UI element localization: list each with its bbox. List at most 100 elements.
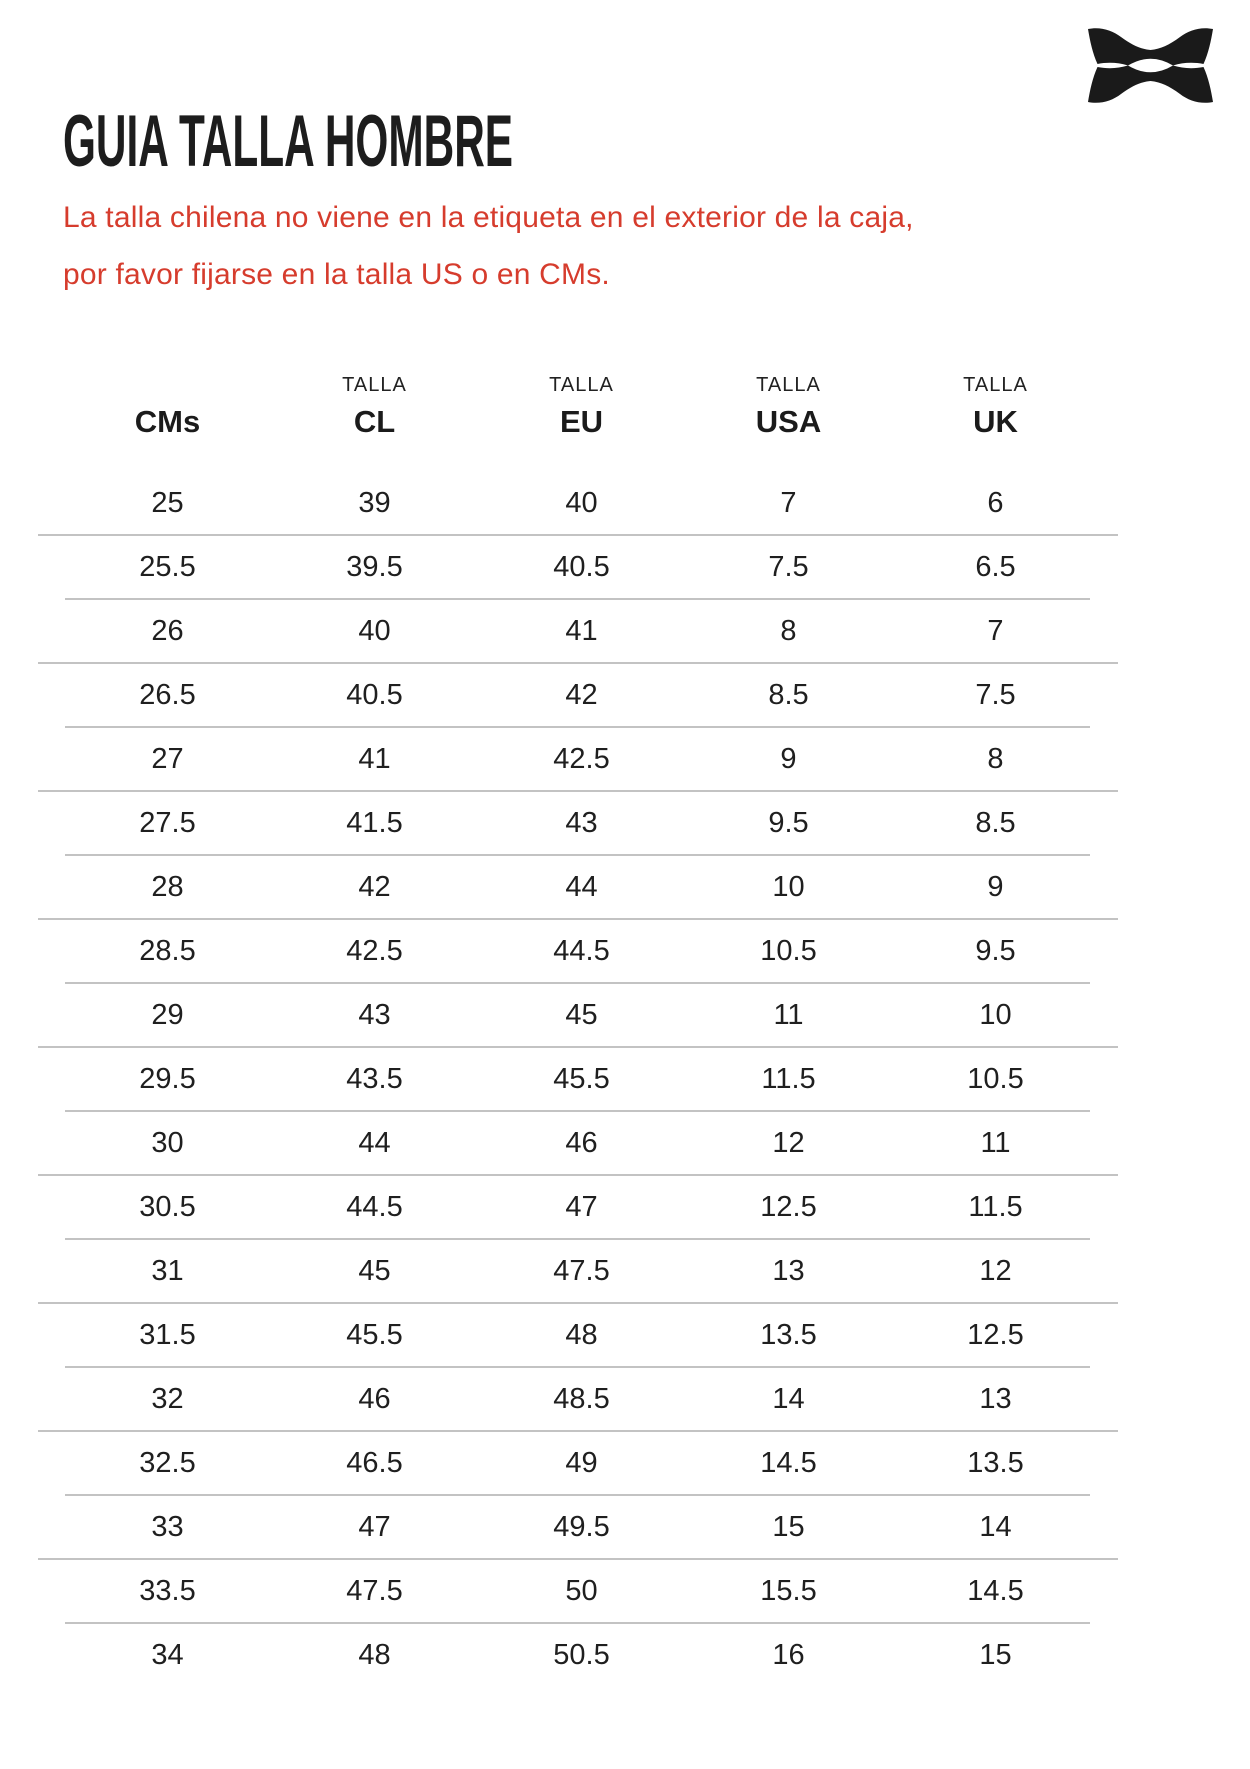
- header-talla-cl: TALLA: [342, 374, 407, 396]
- table-cell: 28.5: [139, 934, 196, 967]
- table-row: 29 43 45 11 10: [0, 984, 1250, 1046]
- header-talla-eu: TALLA: [549, 374, 614, 396]
- table-divider: [65, 1366, 1090, 1368]
- table-row: 28 42 44 10 9: [0, 856, 1250, 918]
- table-cell: 47: [565, 1190, 598, 1223]
- table-cell: 43: [358, 998, 391, 1031]
- table-cell: 50: [565, 1574, 598, 1607]
- header-usa: USA: [755, 404, 822, 439]
- table-cell: 11: [773, 998, 804, 1031]
- table-cell: 8: [780, 614, 797, 647]
- table-cell: 8.5: [768, 678, 809, 711]
- table-divider: [38, 1430, 1118, 1432]
- table-cell: 11: [980, 1126, 1011, 1159]
- table-cell: 13: [772, 1254, 805, 1287]
- table-row: 33.5 47.5 50 15.5 14.5: [0, 1560, 1250, 1622]
- table-header-main-row: CMs CL EU USA UK: [0, 404, 1250, 440]
- table-cell: 31.5: [139, 1318, 196, 1351]
- table-cell: 12.5: [760, 1190, 817, 1223]
- table-cell: 31: [151, 1254, 184, 1287]
- table-divider: [38, 1302, 1118, 1304]
- table-cell: 7: [780, 486, 797, 519]
- table-cell: 30.5: [139, 1190, 196, 1223]
- table-cell: 25: [151, 486, 184, 519]
- table-row: 26.5 40.5 42 8.5 7.5: [0, 664, 1250, 726]
- table-cell: 44.5: [553, 934, 610, 967]
- table-body: 25 39 40 7 6 25.5 39.5 40.5 7.5 6.5 26 40 41 8 7 26.5 40…: [0, 472, 1250, 1686]
- table-cell: 48: [565, 1318, 598, 1351]
- header-spacer: [64, 374, 271, 397]
- table-cell: 27.5: [139, 806, 196, 839]
- table-cell: 42.5: [346, 934, 403, 967]
- table-row: 34 48 50.5 16 15: [0, 1624, 1250, 1686]
- table-cell: 41: [358, 742, 391, 775]
- under-armour-logo: [1088, 28, 1213, 103]
- table-cell: 44.5: [346, 1190, 403, 1223]
- table-cell: 7: [987, 614, 1004, 647]
- table-cell: 29: [151, 998, 184, 1031]
- table-cell: 50.5: [553, 1638, 610, 1671]
- page-title: GUIA TALLA HOMBRE: [63, 101, 514, 182]
- table-cell: 40: [565, 486, 598, 519]
- table-divider: [38, 1558, 1118, 1560]
- table-cell: 14.5: [967, 1574, 1024, 1607]
- table-cell: 25.5: [139, 550, 196, 583]
- table-cell: 39.5: [346, 550, 403, 583]
- table-cell: 49: [565, 1446, 598, 1479]
- table-cell: 48.5: [553, 1382, 610, 1415]
- table-cell: 10.5: [967, 1062, 1024, 1095]
- table-divider: [65, 598, 1090, 600]
- header-talla-usa: TALLA: [756, 374, 821, 396]
- table-cell: 12: [979, 1254, 1012, 1287]
- table-cell: 33: [151, 1510, 184, 1543]
- table-cell: 7.5: [768, 550, 809, 583]
- table-row: 26 40 41 8 7: [0, 600, 1250, 662]
- table-row: 28.5 42.5 44.5 10.5 9.5: [0, 920, 1250, 982]
- table-cell: 13.5: [760, 1318, 817, 1351]
- table-cell: 47: [358, 1510, 391, 1543]
- table-cell: 7.5: [975, 678, 1016, 711]
- table-cell: 9: [780, 742, 797, 775]
- table-cell: 49.5: [553, 1510, 610, 1543]
- table-cell: 42.5: [553, 742, 610, 775]
- table-cell: 13.5: [967, 1446, 1024, 1479]
- table-divider: [65, 1494, 1090, 1496]
- table-cell: 40.5: [553, 550, 610, 583]
- table-row: 27.5 41.5 43 9.5 8.5: [0, 792, 1250, 854]
- table-divider: [65, 726, 1090, 728]
- header-cl: CL: [353, 404, 396, 439]
- table-row: 33 47 49.5 15 14: [0, 1496, 1250, 1558]
- table-cell: 46.5: [346, 1446, 403, 1479]
- table-cell: 26: [151, 614, 184, 647]
- table-cell: 14.5: [760, 1446, 817, 1479]
- table-cell: 48: [358, 1638, 391, 1671]
- header-uk: UK: [973, 404, 1018, 439]
- table-cell: 6: [987, 486, 1004, 519]
- table-divider: [38, 534, 1118, 536]
- table-cell: 42: [565, 678, 598, 711]
- header-eu: EU: [559, 404, 604, 439]
- notice-line-2: por favor fijarse en la talla US o en CM…: [63, 258, 610, 291]
- table-cell: 6.5: [975, 550, 1016, 583]
- table-cell: 28: [151, 870, 184, 903]
- table-cell: 10.5: [760, 934, 817, 967]
- table-cell: 40.5: [346, 678, 403, 711]
- table-divider: [65, 1622, 1090, 1624]
- table-row: 32 46 48.5 14 13: [0, 1368, 1250, 1430]
- table-cell: 45: [565, 998, 598, 1031]
- table-cell: 15: [772, 1510, 805, 1543]
- table-cell: 8: [987, 742, 1004, 775]
- table-cell: 15: [979, 1638, 1012, 1671]
- table-cell: 12: [772, 1126, 805, 1159]
- header-talla-uk: TALLA: [963, 374, 1028, 396]
- table-cell: 46: [565, 1126, 598, 1159]
- table-divider: [65, 1238, 1090, 1240]
- table-cell: 44: [358, 1126, 391, 1159]
- table-cell: 16: [772, 1638, 805, 1671]
- table-divider: [38, 662, 1118, 664]
- table-cell: 46: [358, 1382, 391, 1415]
- table-cell: 15.5: [760, 1574, 817, 1607]
- table-cell: 32.5: [139, 1446, 196, 1479]
- table-cell: 43.5: [346, 1062, 403, 1095]
